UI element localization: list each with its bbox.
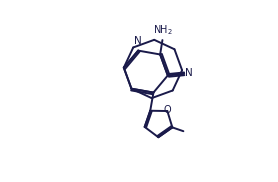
Text: N: N [185,68,192,78]
Text: N: N [134,36,142,46]
Text: O: O [164,105,172,115]
Text: NH$_2$: NH$_2$ [153,23,173,37]
